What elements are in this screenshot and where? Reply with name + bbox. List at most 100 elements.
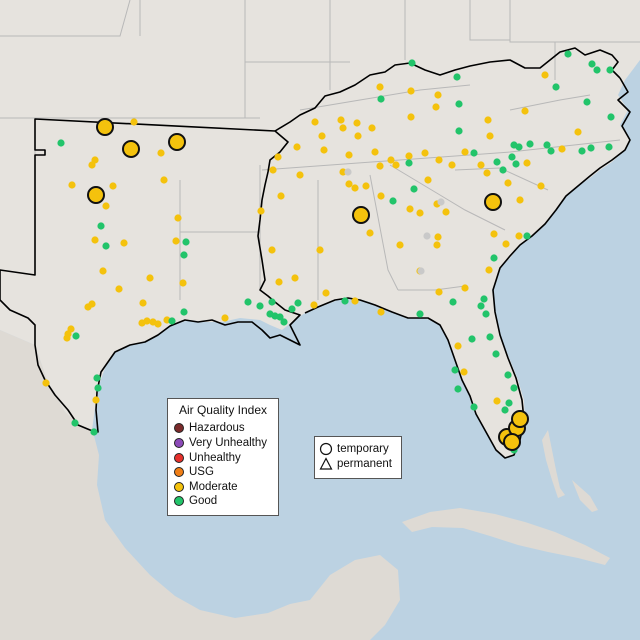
monitor-marker[interactable] [416,310,424,318]
monitor-marker[interactable] [484,116,492,124]
monitor-marker[interactable] [434,91,442,99]
monitor-marker[interactable] [470,149,478,157]
monitor-marker[interactable] [410,185,418,193]
monitor-marker[interactable] [276,313,284,321]
monitor-marker[interactable] [376,83,384,91]
monitor-marker[interactable] [341,297,349,305]
temporary-monitor-marker[interactable] [87,186,105,204]
monitor-marker[interactable] [316,246,324,254]
monitor-marker[interactable] [387,156,395,164]
monitor-marker[interactable] [102,242,110,250]
monitor-marker[interactable] [587,144,595,152]
monitor-marker[interactable] [515,143,523,151]
monitor-marker[interactable] [97,222,105,230]
monitor-marker[interactable] [477,302,485,310]
monitor-marker[interactable] [174,214,182,222]
monitor-marker[interactable] [552,83,560,91]
monitor-marker[interactable] [182,238,190,246]
monitor-marker[interactable] [244,298,252,306]
monitor-marker[interactable] [433,241,441,249]
monitor-marker[interactable] [442,208,450,216]
monitor-marker[interactable] [461,284,469,292]
monitor-marker[interactable] [90,428,98,436]
monitor-marker[interactable] [485,266,493,274]
monitor-marker[interactable] [160,176,168,184]
monitor-marker[interactable] [109,182,117,190]
monitor-marker[interactable] [180,308,188,316]
monitor-marker[interactable] [139,299,147,307]
monitor-marker[interactable] [505,399,513,407]
temporary-monitor-marker[interactable] [484,193,502,211]
monitor-marker[interactable] [257,207,265,215]
monitor-marker[interactable] [547,147,555,155]
monitor-marker[interactable] [99,267,107,275]
monitor-marker[interactable] [63,334,71,342]
temporary-monitor-marker[interactable] [122,140,140,158]
monitor-marker[interactable] [354,132,362,140]
monitor-marker[interactable] [68,181,76,189]
monitor-marker[interactable] [376,162,384,170]
monitor-marker[interactable] [339,124,347,132]
monitor-marker[interactable] [268,298,276,306]
monitor-marker[interactable] [71,419,79,427]
monitor-marker[interactable] [541,71,549,79]
monitor-marker[interactable] [371,148,379,156]
monitor-marker[interactable] [337,116,345,124]
monitor-marker[interactable] [288,305,296,313]
monitor-marker[interactable] [455,100,463,108]
monitor-marker[interactable] [564,50,572,58]
monitor-marker[interactable] [377,192,385,200]
monitor-marker[interactable] [345,151,353,159]
monitor-marker[interactable] [322,289,330,297]
monitor-marker[interactable] [432,103,440,111]
monitor-marker[interactable] [344,168,352,176]
monitor-marker[interactable] [405,159,413,167]
monitor-marker[interactable] [72,332,80,340]
monitor-marker[interactable] [291,274,299,282]
monitor-marker[interactable] [477,161,485,169]
monitor-marker[interactable] [574,128,582,136]
monitor-marker[interactable] [368,124,376,132]
monitor-marker[interactable] [543,141,551,149]
monitor-marker[interactable] [416,209,424,217]
monitor-marker[interactable] [274,153,282,161]
monitor-marker[interactable] [351,184,359,192]
monitor-marker[interactable] [504,371,512,379]
monitor-marker[interactable] [417,267,425,275]
monitor-marker[interactable] [537,182,545,190]
monitor-marker[interactable] [42,379,50,387]
monitor-marker[interactable] [493,397,501,405]
monitor-marker[interactable] [154,320,162,328]
monitor-marker[interactable] [280,318,288,326]
monitor-marker[interactable] [130,118,138,126]
monitor-marker[interactable] [593,66,601,74]
monitor-marker[interactable] [408,59,416,67]
monitor-marker[interactable] [461,148,469,156]
monitor-marker[interactable] [406,205,414,213]
monitor-marker[interactable] [339,168,347,176]
monitor-marker[interactable] [605,143,613,151]
monitor-marker[interactable] [277,192,285,200]
monitor-marker[interactable] [512,160,520,168]
monitor-marker[interactable] [268,246,276,254]
monitor-marker[interactable] [583,98,591,106]
monitor-marker[interactable] [435,156,443,164]
monitor-marker[interactable] [421,149,429,157]
monitor-marker[interactable] [318,132,326,140]
monitor-marker[interactable] [460,368,468,376]
monitor-marker[interactable] [172,237,180,245]
monitor-marker[interactable] [405,152,413,160]
monitor-marker[interactable] [115,285,123,293]
monitor-marker[interactable] [143,317,151,325]
monitor-marker[interactable] [523,232,531,240]
monitor-marker[interactable] [499,166,507,174]
monitor-marker[interactable] [362,182,370,190]
monitor-marker[interactable] [558,145,566,153]
monitor-marker[interactable] [88,161,96,169]
monitor-marker[interactable] [311,118,319,126]
monitor-marker[interactable] [389,197,397,205]
monitor-marker[interactable] [606,66,614,74]
monitor-marker[interactable] [256,302,264,310]
monitor-marker[interactable] [57,139,65,147]
monitor-marker[interactable] [454,342,462,350]
